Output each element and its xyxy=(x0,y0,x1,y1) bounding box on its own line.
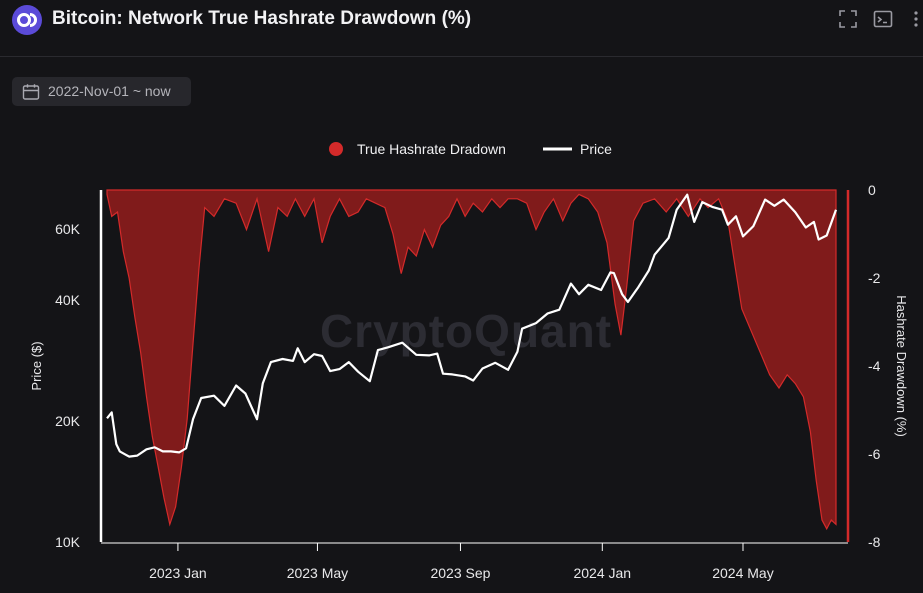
y-right-tick-label: -4 xyxy=(868,358,881,374)
y-left-tick-label: 40K xyxy=(55,292,81,308)
app-header: Bitcoin: Network True Hashrate Drawdown … xyxy=(0,0,923,57)
y-left-tick-label: 20K xyxy=(55,413,81,429)
watermark: CryptoQuant xyxy=(320,305,612,357)
y-right-tick-label: -6 xyxy=(868,446,881,462)
y-left-tick-label: 60K xyxy=(55,221,81,237)
x-tick-label: 2023 Jan xyxy=(149,565,207,581)
drawdown-area xyxy=(106,189,837,531)
legend-label-drawdown[interactable]: True Hashrate Dradown xyxy=(357,141,506,157)
x-tick-label: 2024 Jan xyxy=(573,565,631,581)
date-range-filter[interactable]: 2022-Nov-01 ~ now xyxy=(12,77,191,106)
y-left-axis-title: Price ($) xyxy=(29,341,44,390)
calendar-icon xyxy=(22,83,40,106)
legend-swatch-drawdown xyxy=(329,142,343,156)
x-tick-label: 2024 May xyxy=(712,565,773,581)
legend-label-price[interactable]: Price xyxy=(580,141,612,157)
y-left-tick-label: 10K xyxy=(55,534,81,550)
drawdown-area-layer xyxy=(106,189,837,531)
y-right-axis-title: Hashrate Drawdown (%) xyxy=(894,295,909,437)
y-right-tick-label: -2 xyxy=(868,270,881,286)
y-right-tick-label: 0 xyxy=(868,182,876,198)
terminal-icon[interactable] xyxy=(873,9,893,29)
more-icon[interactable] xyxy=(911,9,921,29)
price-line xyxy=(106,193,838,458)
axes: 10K 20K 40K 60K 0 -2 -4 -6 -8 2023 Jan 2023 May 202… xyxy=(29,182,909,581)
logo-icon xyxy=(12,5,42,35)
x-tick-label: 2023 May xyxy=(287,565,348,581)
fullscreen-icon[interactable] xyxy=(838,9,858,29)
page-title: Bitcoin: Network True Hashrate Drawdown … xyxy=(52,8,472,29)
x-tick-label: 2023 Sep xyxy=(430,565,490,581)
legend: True Hashrate Dradown Price xyxy=(329,141,612,157)
y-right-tick-label: -8 xyxy=(868,534,881,550)
date-range-label: 2022-Nov-01 ~ now xyxy=(48,83,171,99)
price-line-layer xyxy=(106,193,838,458)
